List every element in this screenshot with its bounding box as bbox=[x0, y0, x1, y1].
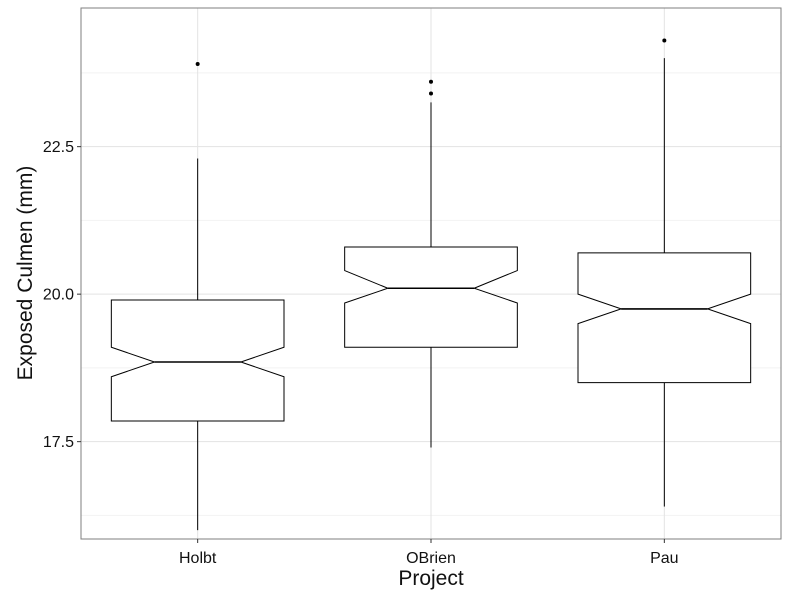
notched-box bbox=[110, 299, 285, 422]
x-axis-title: Project bbox=[398, 567, 464, 590]
outlier-point bbox=[429, 91, 433, 96]
x-tick-label: OBrien bbox=[406, 550, 456, 567]
axes: 17.5 20.0 22.5 Holbt OBrien Pau bbox=[43, 139, 679, 567]
y-tick-label: 22.5 bbox=[43, 139, 74, 156]
x-tick-label: Holbt bbox=[179, 550, 217, 567]
box-series bbox=[110, 38, 752, 531]
notched-box bbox=[577, 252, 752, 384]
notched-box bbox=[344, 246, 518, 348]
x-tick-label: Pau bbox=[650, 550, 678, 567]
y-tick-label: 20.0 bbox=[43, 287, 74, 304]
outlier-point bbox=[662, 38, 667, 43]
outlier-point bbox=[195, 62, 200, 67]
outlier-point bbox=[429, 79, 433, 84]
y-axis-title: Exposed Culmen (mm) bbox=[14, 166, 37, 381]
y-tick-label: 17.5 bbox=[43, 434, 74, 451]
